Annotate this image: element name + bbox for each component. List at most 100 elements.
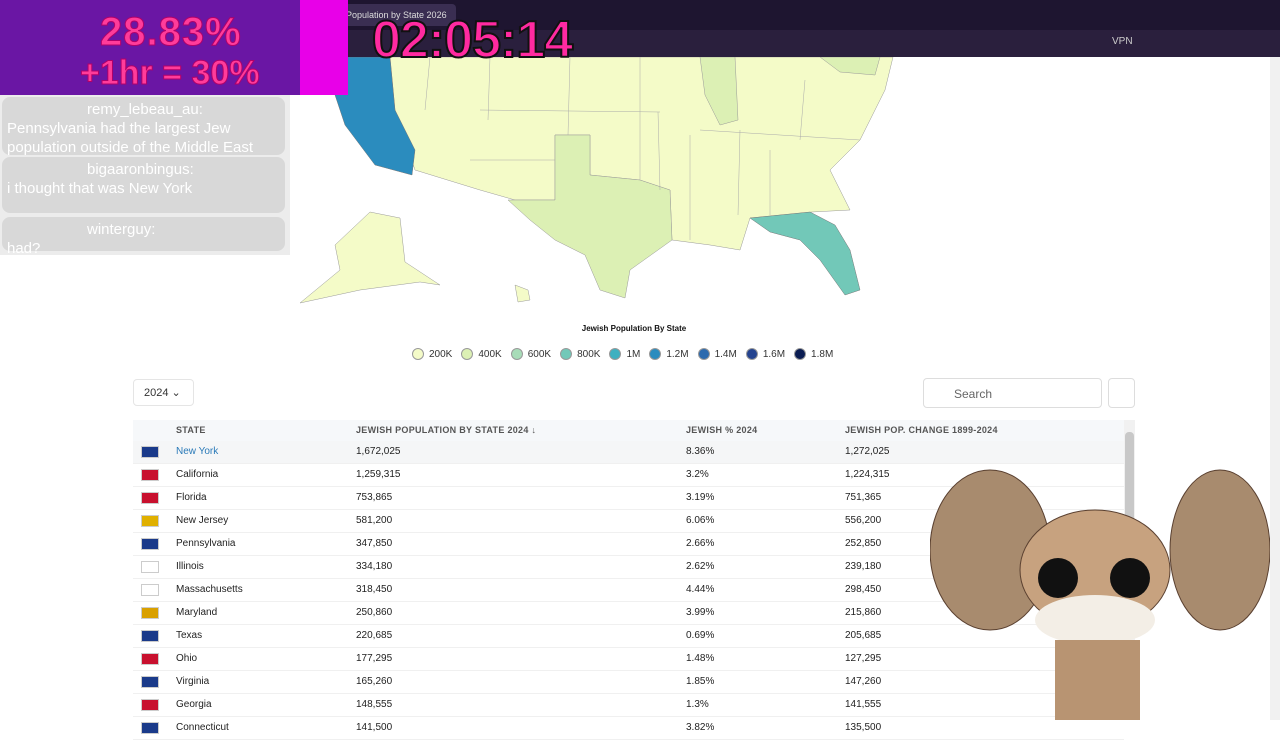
state-name: Virginia bbox=[176, 676, 210, 687]
table-row[interactable]: Ohio 177,295 1.48% 127,295 bbox=[133, 648, 1124, 671]
year-value: 2024 bbox=[144, 387, 169, 399]
body bbox=[1055, 640, 1140, 720]
state-flag bbox=[141, 722, 159, 734]
column-header[interactable]: JEWISH POPULATION BY STATE 2024 ↓ bbox=[356, 425, 537, 435]
state-flag bbox=[141, 584, 159, 596]
table-cell: 215,860 bbox=[845, 607, 882, 618]
legend-label: 1.8M bbox=[811, 348, 834, 360]
state-illinois bbox=[699, 57, 739, 126]
legend-swatch bbox=[461, 348, 474, 360]
overlay-accent bbox=[300, 0, 348, 95]
state-new-york bbox=[819, 57, 881, 76]
legend-item[interactable]: 1.2M bbox=[649, 348, 689, 360]
state-borders bbox=[424, 57, 861, 240]
page-scrollbar bbox=[1270, 57, 1280, 720]
state-name: Pennsylvania bbox=[176, 538, 236, 549]
column-header[interactable]: JEWISH POP. CHANGE 1899-2024 bbox=[845, 425, 998, 435]
table-row[interactable]: Georgia 148,555 1.3% 141,555 bbox=[133, 694, 1124, 717]
legend-label: 800K bbox=[577, 348, 601, 360]
us-map bbox=[299, 57, 894, 304]
legend-item[interactable]: 800K bbox=[560, 348, 600, 360]
chat-text: i thought that was New York bbox=[7, 180, 193, 197]
chat-message: winterguy: had? bbox=[2, 217, 285, 257]
table-row[interactable]: New Jersey 581,200 6.06% 556,200 bbox=[133, 510, 1124, 533]
legend-item[interactable]: 200K bbox=[412, 348, 452, 360]
state-name: New York bbox=[176, 446, 219, 457]
table-cell: 347,850 bbox=[356, 538, 393, 549]
table-row[interactable]: Florida 753,865 3.19% 751,365 bbox=[133, 487, 1124, 510]
table-header: STATE JEWISH POPULATION BY STATE 2024 ↓ JE… bbox=[133, 420, 1124, 441]
fluff bbox=[1035, 595, 1155, 645]
eye bbox=[1038, 558, 1078, 598]
table-cell: 8.36% bbox=[686, 446, 715, 457]
legend-swatch bbox=[745, 348, 758, 360]
table-row[interactable]: New York 1,672,025 8.36% 1,272,025 bbox=[133, 441, 1124, 464]
table-cell: 135,500 bbox=[845, 722, 882, 733]
map-legend: 200K 400K 600K 800K 1M 1.2M 1.4M 1.6M 1.8M bbox=[412, 348, 833, 360]
search-input[interactable]: Search bbox=[923, 378, 1102, 408]
table-cell: 1,672,025 bbox=[356, 446, 401, 457]
state-alaska bbox=[299, 211, 441, 304]
table-cell: 298,450 bbox=[845, 584, 882, 595]
table-cell: 4.44% bbox=[686, 584, 715, 595]
chat-username: winterguy: bbox=[87, 221, 156, 238]
legend-item[interactable]: 1.6M bbox=[745, 348, 786, 360]
state-name: New Jersey bbox=[176, 515, 229, 526]
table-row[interactable]: Maryland 250,860 3.99% 215,860 bbox=[133, 602, 1124, 625]
state-hawaii bbox=[514, 284, 531, 303]
state-name: Florida bbox=[176, 492, 207, 503]
table-cell: 556,200 bbox=[845, 515, 882, 526]
progress-percent: 28.83% bbox=[100, 10, 242, 55]
table-cell: 165,260 bbox=[356, 676, 393, 687]
download-button[interactable] bbox=[1108, 378, 1135, 408]
state-texas bbox=[507, 134, 673, 299]
browser-tab[interactable]: Population by State 2026 bbox=[340, 4, 456, 26]
legend-item[interactable]: 600K bbox=[510, 348, 551, 360]
table-cell: 239,180 bbox=[845, 561, 882, 572]
legend-item[interactable]: 1.4M bbox=[697, 348, 737, 360]
table-cell: 3.99% bbox=[686, 607, 715, 618]
legend-label: 1.6M bbox=[762, 348, 786, 360]
eye bbox=[1110, 558, 1150, 598]
table-row[interactable]: Virginia 165,260 1.85% 147,260 bbox=[133, 671, 1124, 694]
year-dropdown[interactable]: 2024 ⌄ bbox=[133, 379, 194, 406]
legend-label: 200K bbox=[429, 348, 453, 360]
column-header[interactable]: STATE bbox=[176, 425, 206, 435]
vpn-button[interactable]: VPN bbox=[1112, 36, 1133, 47]
table-row[interactable]: Texas 220,685 0.69% 205,685 bbox=[133, 625, 1124, 648]
scrollbar-thumb[interactable] bbox=[1125, 432, 1134, 542]
legend-label: 400K bbox=[478, 348, 502, 360]
table-cell: 3.19% bbox=[686, 492, 715, 503]
table-row[interactable]: Connecticut 141,500 3.82% 135,500 bbox=[133, 717, 1124, 740]
table-row[interactable]: Massachusetts 318,450 4.44% 298,450 bbox=[133, 579, 1124, 602]
table-cell: 1.3% bbox=[686, 699, 709, 710]
table-cell: 3.82% bbox=[686, 722, 715, 733]
legend-item[interactable]: 400K bbox=[461, 348, 502, 360]
legend-label: 1M bbox=[626, 348, 641, 360]
streamer-avatar bbox=[930, 469, 1270, 720]
legend-label: 1.4M bbox=[714, 348, 737, 360]
table-cell: 1.85% bbox=[686, 676, 715, 687]
legend-swatch bbox=[794, 348, 807, 360]
table-cell: 6.06% bbox=[686, 515, 715, 526]
column-header[interactable]: JEWISH % 2024 bbox=[686, 425, 758, 435]
table-cell: 250,860 bbox=[356, 607, 393, 618]
table-cell: 141,555 bbox=[845, 699, 882, 710]
table-row[interactable]: California 1,259,315 3.2% 1,224,315 bbox=[133, 464, 1124, 487]
table-cell: 177,295 bbox=[356, 653, 393, 664]
legend-item[interactable]: 1M bbox=[609, 348, 640, 360]
state-flag bbox=[141, 607, 159, 619]
table-cell: 0.69% bbox=[686, 630, 715, 641]
table-row[interactable]: Illinois 334,180 2.62% 239,180 bbox=[133, 556, 1124, 579]
table-cell: 141,500 bbox=[356, 722, 393, 733]
chat-message: remy_lebeau_au: Pennsylvania had the larg… bbox=[2, 97, 285, 156]
legend-swatch bbox=[609, 348, 622, 360]
legend-item[interactable]: 1.8M bbox=[794, 348, 833, 360]
legend-swatch bbox=[560, 348, 573, 360]
table-row[interactable]: Pennsylvania 347,850 2.66% 252,850 bbox=[133, 533, 1124, 556]
state-flag bbox=[141, 699, 159, 711]
legend-label: 1.2M bbox=[666, 348, 689, 360]
state-name: Georgia bbox=[176, 699, 212, 710]
